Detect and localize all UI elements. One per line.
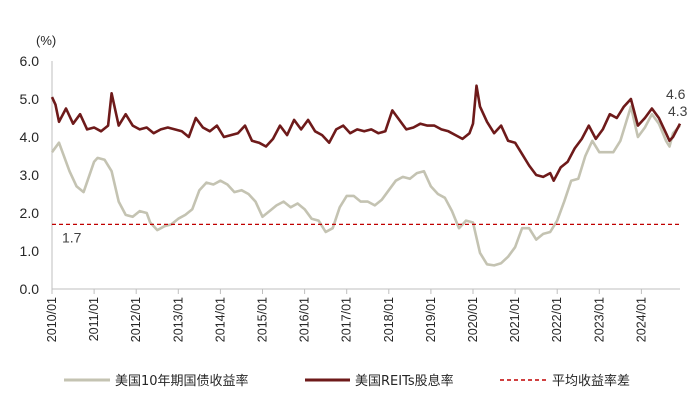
legend-label-reits: 美国REITs股息率 [355,373,454,389]
x-tick-label: 2023/01 [592,297,606,342]
y-tick-label: 1.0 [20,243,40,259]
series-treasury-line [50,105,681,267]
x-tick-label: 2010/01 [45,297,59,342]
x-tick-label: 2021/01 [508,297,522,342]
legend-label-average: 平均收益率差 [552,373,630,389]
series-layer [50,84,682,267]
plot-area: 0.0 1.0 2.0 3.0 4.0 5.0 6.0 2010/01 2011/01 2012… [20,53,682,342]
legend-item-reits: 美国REITs股息率 [305,373,454,389]
x-tick-label: 2018/01 [382,297,396,342]
x-tick-label: 2014/01 [213,297,227,342]
x-tick-label: 2012/01 [129,297,143,342]
x-tick-label: 2020/01 [466,297,480,342]
y-tick-label: 0.0 [20,281,40,297]
x-tick-label: 2022/01 [550,297,564,342]
series-reits-line [50,84,682,182]
legend-item-treasury: 美国10年期国债收益率 [64,373,249,389]
legend-item-average: 平均收益率差 [500,373,630,389]
x-tick-label: 2019/01 [424,297,438,342]
legend-label-treasury: 美国10年期国债收益率 [115,373,249,389]
y-axis-unit-label: (%) [36,33,56,48]
x-tick-label: 2016/01 [298,297,312,342]
y-tick-label: 3.0 [20,167,40,183]
x-tick-label: 2013/01 [171,297,185,342]
average-spread-label: 1.7 [62,229,82,245]
x-tick-label: 2015/01 [256,297,270,342]
reits-end-value-label: 4.3 [668,103,688,119]
x-tick-label: 2024/01 [634,297,648,342]
x-axis-ticks: 2010/01 2011/01 2012/01 2013/01 2014/01 2015/… [45,289,648,342]
treasury-end-value-label: 4.6 [666,86,686,102]
x-tick-label: 2017/01 [340,297,354,342]
x-tick-label: 2011/01 [87,297,101,341]
y-tick-label: 2.0 [20,205,40,221]
y-tick-label: 6.0 [20,53,40,69]
y-tick-label: 5.0 [20,91,40,107]
legend: 美国10年期国债收益率 美国REITs股息率 平均收益率差 [64,373,630,389]
y-axis-ticks: 0.0 1.0 2.0 3.0 4.0 5.0 6.0 [20,53,40,297]
y-tick-label: 4.0 [20,129,40,145]
